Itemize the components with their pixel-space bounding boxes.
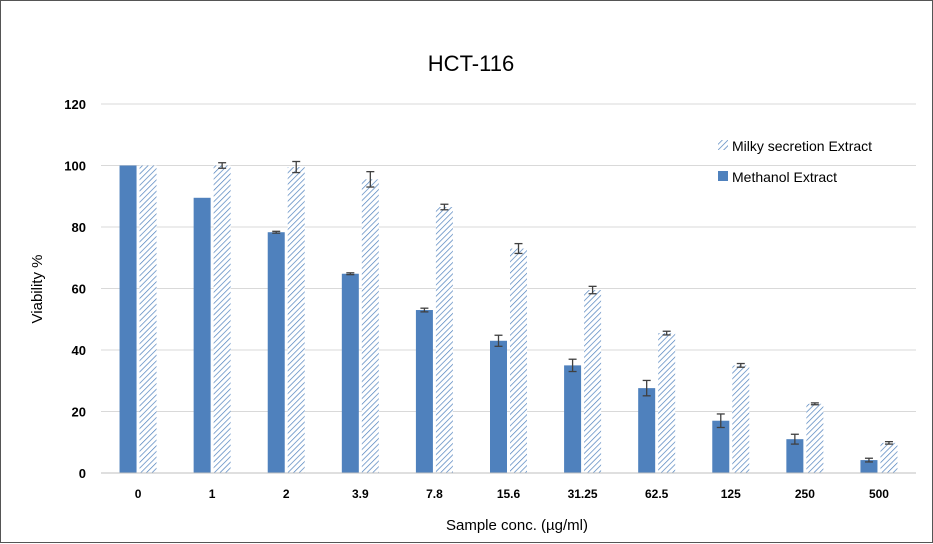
y-tick-label: 0 bbox=[79, 466, 86, 481]
bar bbox=[119, 165, 137, 473]
x-tick-label: 31.25 bbox=[568, 487, 598, 501]
legend-label-milky-secretion: Milky secretion Extract bbox=[732, 138, 872, 154]
bar bbox=[490, 340, 507, 473]
y-tick-label: 20 bbox=[72, 405, 86, 420]
bar bbox=[341, 273, 359, 473]
bar bbox=[712, 420, 730, 473]
x-tick-label: 125 bbox=[721, 487, 741, 501]
x-tick-label: 7.8 bbox=[426, 487, 443, 501]
bar bbox=[139, 165, 157, 473]
x-axis-label: Sample conc. (µg/ml) bbox=[446, 517, 588, 534]
x-tick-label: 1 bbox=[209, 487, 216, 501]
x-tick-label: 250 bbox=[795, 487, 815, 501]
legend-label-methanol: Methanol Extract bbox=[732, 169, 837, 185]
grid-layer bbox=[101, 103, 916, 412]
chart-title: HCT-116 bbox=[428, 51, 514, 76]
y-axis-label: Viability % bbox=[29, 255, 46, 324]
bar bbox=[415, 310, 433, 473]
bar bbox=[564, 365, 582, 473]
bar bbox=[510, 248, 527, 473]
x-tick-label: 500 bbox=[869, 487, 889, 501]
y-tick-label: 40 bbox=[72, 343, 86, 358]
legend-swatch-methanol bbox=[718, 171, 728, 181]
x-tick-label: 0 bbox=[135, 487, 142, 501]
bar bbox=[880, 442, 898, 473]
bar bbox=[806, 403, 824, 473]
bar bbox=[638, 388, 656, 473]
bar bbox=[361, 179, 379, 473]
y-tick-label: 60 bbox=[72, 282, 86, 297]
y-tick-label: 100 bbox=[64, 159, 86, 174]
legend-swatch-milky-secretion bbox=[718, 140, 728, 150]
bar bbox=[732, 365, 750, 473]
legend: Milky secretion Extract Methanol Extract bbox=[718, 138, 872, 185]
bar bbox=[213, 165, 231, 473]
axis-layer: 0 20 40 60 80 100 120 0 1 2 3.9 7.8 15.6 31.25 62.5 125… bbox=[64, 97, 916, 501]
bar bbox=[786, 439, 804, 473]
y-tick-label: 120 bbox=[64, 97, 86, 112]
bar bbox=[267, 232, 285, 473]
bar bbox=[860, 460, 878, 473]
bars-layer bbox=[119, 160, 898, 473]
x-tick-label: 3.9 bbox=[352, 487, 369, 501]
bar bbox=[658, 333, 676, 473]
x-tick-label: 62.5 bbox=[645, 487, 669, 501]
bar bbox=[287, 167, 305, 473]
bar bbox=[584, 290, 602, 473]
x-tick-label: 2 bbox=[283, 487, 290, 501]
y-tick-label: 80 bbox=[72, 220, 86, 235]
bar bbox=[435, 207, 453, 473]
x-tick-label: 15.6 bbox=[497, 487, 521, 501]
bar bbox=[193, 197, 211, 473]
